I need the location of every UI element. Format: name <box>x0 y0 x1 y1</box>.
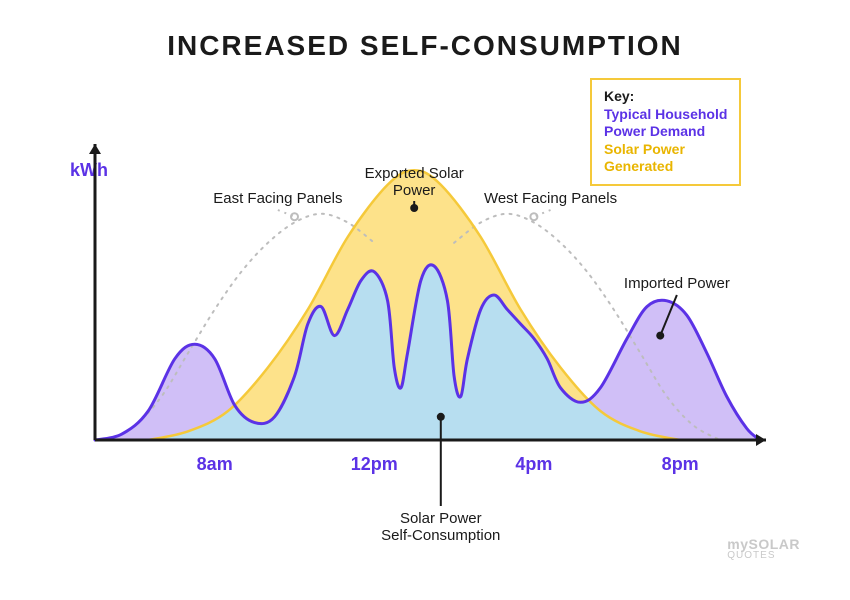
callout-east-panels: East Facing Panels <box>213 190 342 207</box>
chart-container: INCREASED SELF-CONSUMPTION kWh Key: Typi… <box>0 0 850 600</box>
x-tick-1: 12pm <box>351 454 398 475</box>
x-tick-0: 8am <box>197 454 233 475</box>
callout-dot-self-consume <box>437 413 445 421</box>
callout-exported: Exported SolarPower <box>365 165 464 199</box>
callout-west-panels: West Facing Panels <box>484 190 617 207</box>
callout-dot-exported <box>410 204 418 212</box>
callout-self-consume: Solar PowerSelf-Consumption <box>381 510 500 544</box>
x-tick-3: 8pm <box>662 454 699 475</box>
x-tick-2: 4pm <box>515 454 552 475</box>
x-axis-arrow <box>756 434 766 446</box>
watermark-line2: QUOTES <box>727 552 800 560</box>
watermark: mySOLAR QUOTES <box>727 536 800 560</box>
callout-dot-imported <box>656 332 664 340</box>
y-axis-arrow <box>89 144 101 154</box>
callout-imported: Imported Power <box>624 275 730 292</box>
